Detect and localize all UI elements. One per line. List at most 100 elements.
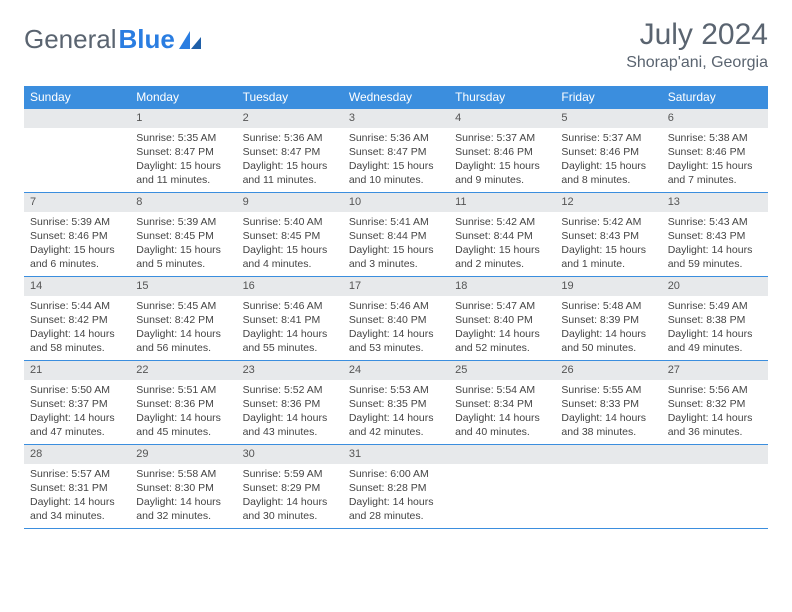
day-body: Sunrise: 5:54 AMSunset: 8:34 PMDaylight:… [449, 380, 555, 444]
day-body: Sunrise: 5:50 AMSunset: 8:37 PMDaylight:… [24, 380, 130, 444]
calendar-cell: 25Sunrise: 5:54 AMSunset: 8:34 PMDayligh… [449, 361, 555, 445]
sunrise-line: Sunrise: 5:36 AM [243, 131, 337, 145]
day-body: Sunrise: 5:42 AMSunset: 8:43 PMDaylight:… [555, 212, 661, 276]
sunrise-line: Sunrise: 6:00 AM [349, 467, 443, 481]
sunrise-line: Sunrise: 5:41 AM [349, 215, 443, 229]
sunset-line: Sunset: 8:32 PM [668, 397, 762, 411]
calendar-cell: 31Sunrise: 6:00 AMSunset: 8:28 PMDayligh… [343, 445, 449, 529]
day-body: Sunrise: 5:59 AMSunset: 8:29 PMDaylight:… [237, 464, 343, 528]
day-body: Sunrise: 5:56 AMSunset: 8:32 PMDaylight:… [662, 380, 768, 444]
day-number: 4 [449, 109, 555, 128]
calendar-cell: 15Sunrise: 5:45 AMSunset: 8:42 PMDayligh… [130, 277, 236, 361]
daylight-line: Daylight: 15 hours and 6 minutes. [30, 243, 124, 271]
calendar-cell: 30Sunrise: 5:59 AMSunset: 8:29 PMDayligh… [237, 445, 343, 529]
day-body: Sunrise: 5:46 AMSunset: 8:40 PMDaylight:… [343, 296, 449, 360]
day-body: Sunrise: 5:42 AMSunset: 8:44 PMDaylight:… [449, 212, 555, 276]
daylight-line: Daylight: 14 hours and 56 minutes. [136, 327, 230, 355]
logo-text-general: General [24, 24, 117, 55]
sunrise-line: Sunrise: 5:37 AM [455, 131, 549, 145]
daylight-line: Daylight: 14 hours and 47 minutes. [30, 411, 124, 439]
calendar-cell [24, 109, 130, 193]
calendar-cell: 4 Sunrise: 5:37 AMSunset: 8:46 PMDaylight… [449, 109, 555, 193]
daylight-line: Daylight: 14 hours and 34 minutes. [30, 495, 124, 523]
sunrise-line: Sunrise: 5:56 AM [668, 383, 762, 397]
day-number: 23 [237, 361, 343, 380]
sunrise-line: Sunrise: 5:46 AM [349, 299, 443, 313]
sunset-line: Sunset: 8:36 PM [136, 397, 230, 411]
sunset-line: Sunset: 8:31 PM [30, 481, 124, 495]
sunrise-line: Sunrise: 5:52 AM [243, 383, 337, 397]
month-title: July 2024 [626, 18, 768, 52]
sunrise-line: Sunrise: 5:48 AM [561, 299, 655, 313]
day-body: Sunrise: 5:36 AMSunset: 8:47 PMDaylight:… [237, 128, 343, 192]
calendar-cell: 8Sunrise: 5:39 AMSunset: 8:45 PMDaylight… [130, 193, 236, 277]
sunset-line: Sunset: 8:37 PM [30, 397, 124, 411]
day-number: 20 [662, 277, 768, 296]
calendar-cell: 7Sunrise: 5:39 AMSunset: 8:46 PMDaylight… [24, 193, 130, 277]
daylight-line: Daylight: 14 hours and 38 minutes. [561, 411, 655, 439]
day-number: 12 [555, 193, 661, 212]
sunset-line: Sunset: 8:46 PM [561, 145, 655, 159]
sunrise-line: Sunrise: 5:54 AM [455, 383, 549, 397]
day-number: 21 [24, 361, 130, 380]
day-number: 9 [237, 193, 343, 212]
daylight-line: Daylight: 14 hours and 36 minutes. [668, 411, 762, 439]
sunset-line: Sunset: 8:40 PM [455, 313, 549, 327]
day-number: 19 [555, 277, 661, 296]
calendar-cell: 27Sunrise: 5:56 AMSunset: 8:32 PMDayligh… [662, 361, 768, 445]
day-number: 6 [662, 109, 768, 128]
day-body: Sunrise: 5:49 AMSunset: 8:38 PMDaylight:… [662, 296, 768, 360]
day-body: Sunrise: 5:58 AMSunset: 8:30 PMDaylight:… [130, 464, 236, 528]
day-number: 14 [24, 277, 130, 296]
daylight-line: Daylight: 14 hours and 30 minutes. [243, 495, 337, 523]
sunrise-line: Sunrise: 5:53 AM [349, 383, 443, 397]
daylight-line: Daylight: 14 hours and 42 minutes. [349, 411, 443, 439]
daylight-line: Daylight: 15 hours and 1 minute. [561, 243, 655, 271]
sunset-line: Sunset: 8:43 PM [561, 229, 655, 243]
daylight-line: Daylight: 14 hours and 50 minutes. [561, 327, 655, 355]
calendar-cell [449, 445, 555, 529]
sunrise-line: Sunrise: 5:50 AM [30, 383, 124, 397]
sunrise-line: Sunrise: 5:37 AM [561, 131, 655, 145]
sunset-line: Sunset: 8:41 PM [243, 313, 337, 327]
day-number-empty [555, 445, 661, 464]
sunrise-line: Sunrise: 5:57 AM [30, 467, 124, 481]
day-number: 31 [343, 445, 449, 464]
daylight-line: Daylight: 14 hours and 58 minutes. [30, 327, 124, 355]
sunset-line: Sunset: 8:46 PM [455, 145, 549, 159]
day-number: 25 [449, 361, 555, 380]
calendar-cell: 28Sunrise: 5:57 AMSunset: 8:31 PMDayligh… [24, 445, 130, 529]
sunset-line: Sunset: 8:29 PM [243, 481, 337, 495]
sunset-line: Sunset: 8:36 PM [243, 397, 337, 411]
calendar-cell: 23Sunrise: 5:52 AMSunset: 8:36 PMDayligh… [237, 361, 343, 445]
day-body: Sunrise: 5:45 AMSunset: 8:42 PMDaylight:… [130, 296, 236, 360]
day-body: Sunrise: 5:40 AMSunset: 8:45 PMDaylight:… [237, 212, 343, 276]
day-body: Sunrise: 5:48 AMSunset: 8:39 PMDaylight:… [555, 296, 661, 360]
sunset-line: Sunset: 8:40 PM [349, 313, 443, 327]
day-number: 11 [449, 193, 555, 212]
day-number: 16 [237, 277, 343, 296]
daylight-line: Daylight: 15 hours and 9 minutes. [455, 159, 549, 187]
calendar-cell: 16Sunrise: 5:46 AMSunset: 8:41 PMDayligh… [237, 277, 343, 361]
sunset-line: Sunset: 8:38 PM [668, 313, 762, 327]
sunset-line: Sunset: 8:42 PM [30, 313, 124, 327]
day-number: 28 [24, 445, 130, 464]
location: Shorap'ani, Georgia [626, 54, 768, 72]
day-number: 8 [130, 193, 236, 212]
title-block: July 2024 Shorap'ani, Georgia [626, 18, 768, 72]
day-body: Sunrise: 5:37 AMSunset: 8:46 PMDaylight:… [555, 128, 661, 192]
daylight-line: Daylight: 14 hours and 53 minutes. [349, 327, 443, 355]
daylight-line: Daylight: 15 hours and 8 minutes. [561, 159, 655, 187]
day-number: 18 [449, 277, 555, 296]
sunset-line: Sunset: 8:35 PM [349, 397, 443, 411]
daylight-line: Daylight: 15 hours and 2 minutes. [455, 243, 549, 271]
calendar-cell: 18Sunrise: 5:47 AMSunset: 8:40 PMDayligh… [449, 277, 555, 361]
daylight-line: Daylight: 14 hours and 28 minutes. [349, 495, 443, 523]
day-body: Sunrise: 5:55 AMSunset: 8:33 PMDaylight:… [555, 380, 661, 444]
day-number-empty [662, 445, 768, 464]
sunset-line: Sunset: 8:34 PM [455, 397, 549, 411]
day-body: Sunrise: 5:57 AMSunset: 8:31 PMDaylight:… [24, 464, 130, 528]
sunrise-line: Sunrise: 5:49 AM [668, 299, 762, 313]
calendar-cell: 5Sunrise: 5:37 AMSunset: 8:46 PMDaylight… [555, 109, 661, 193]
sunrise-line: Sunrise: 5:47 AM [455, 299, 549, 313]
